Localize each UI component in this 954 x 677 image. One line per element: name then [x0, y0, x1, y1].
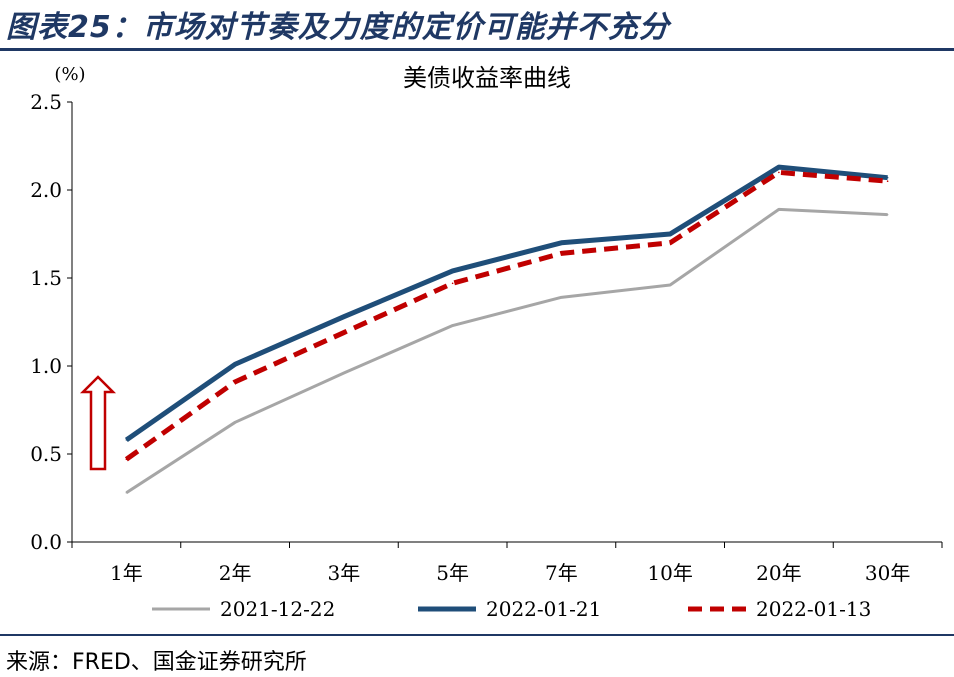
data-point — [343, 372, 345, 374]
y-axis: 0.0 0.5 1.0 1.5 2.0 2.5 — [30, 90, 73, 554]
series-line-2022-01-13 — [124, 169, 888, 462]
data-point — [234, 421, 236, 424]
data-point — [343, 331, 345, 334]
y-tick-label: 1.5 — [30, 266, 62, 290]
legend: 2021-12-22 2022-01-21 2022-01-13 — [152, 597, 871, 621]
legend-label: 2021-12-22 — [220, 597, 335, 621]
series-line-2021-12-22 — [125, 207, 888, 494]
up-arrow-icon — [79, 375, 117, 471]
legend-label: 2022-01-13 — [756, 597, 871, 621]
data-point — [125, 491, 128, 494]
data-point — [778, 166, 780, 168]
data-point — [560, 252, 563, 255]
x-tick-label: 3年 — [328, 561, 361, 585]
figure-title: 图表25：市场对节奏及力度的定价可能并不充分 — [6, 10, 670, 45]
title-rule — [0, 48, 954, 51]
data-point — [778, 208, 780, 211]
data-point — [560, 242, 563, 244]
series-layer — [124, 164, 889, 494]
data-point — [451, 282, 454, 285]
x-tick-label: 7年 — [545, 561, 578, 585]
x-tick-label: 20年 — [756, 561, 801, 585]
data-point — [669, 242, 671, 244]
data-point — [778, 171, 780, 174]
data-point — [886, 176, 889, 179]
source-note: 来源：FRED、国金证券研究所 — [6, 650, 307, 675]
chart-title: 美债收益率曲线 — [403, 64, 571, 92]
data-point — [451, 324, 454, 327]
x-tick-label: 30年 — [865, 561, 910, 585]
yield-curve-chart: 美债收益率曲线 (%) 0.0 0.5 1.0 1.5 2.0 2.5 1年 2年 3年 5年 7… — [30, 64, 943, 621]
data-point — [343, 315, 345, 318]
series-line-2022-01-21 — [124, 164, 888, 442]
data-point — [886, 213, 889, 216]
data-point — [234, 363, 236, 366]
y-tick-label: 0.0 — [30, 530, 62, 554]
y-tick-label: 0.5 — [30, 442, 62, 466]
data-point — [669, 233, 671, 235]
x-tick-label: 2年 — [219, 561, 252, 585]
x-tick-label: 10年 — [647, 561, 692, 585]
data-point — [560, 296, 563, 299]
data-point — [886, 180, 889, 182]
y-tick-label: 2.5 — [30, 90, 62, 114]
y-axis-unit-label: (%) — [54, 64, 85, 85]
y-tick-label: 1.0 — [30, 354, 62, 378]
legend-label: 2022-01-21 — [486, 597, 601, 621]
y-tick-label: 2.0 — [30, 178, 62, 202]
data-point — [125, 439, 128, 441]
source-rule — [0, 634, 954, 636]
data-point — [669, 284, 671, 286]
x-axis: 1年 2年 3年 5年 7年 10年 20年 30年 — [71, 541, 943, 585]
data-point — [125, 458, 128, 461]
x-tick-label: 1年 — [110, 561, 143, 585]
data-point — [451, 270, 454, 272]
x-tick-label: 5年 — [436, 561, 469, 585]
data-point — [234, 381, 236, 383]
